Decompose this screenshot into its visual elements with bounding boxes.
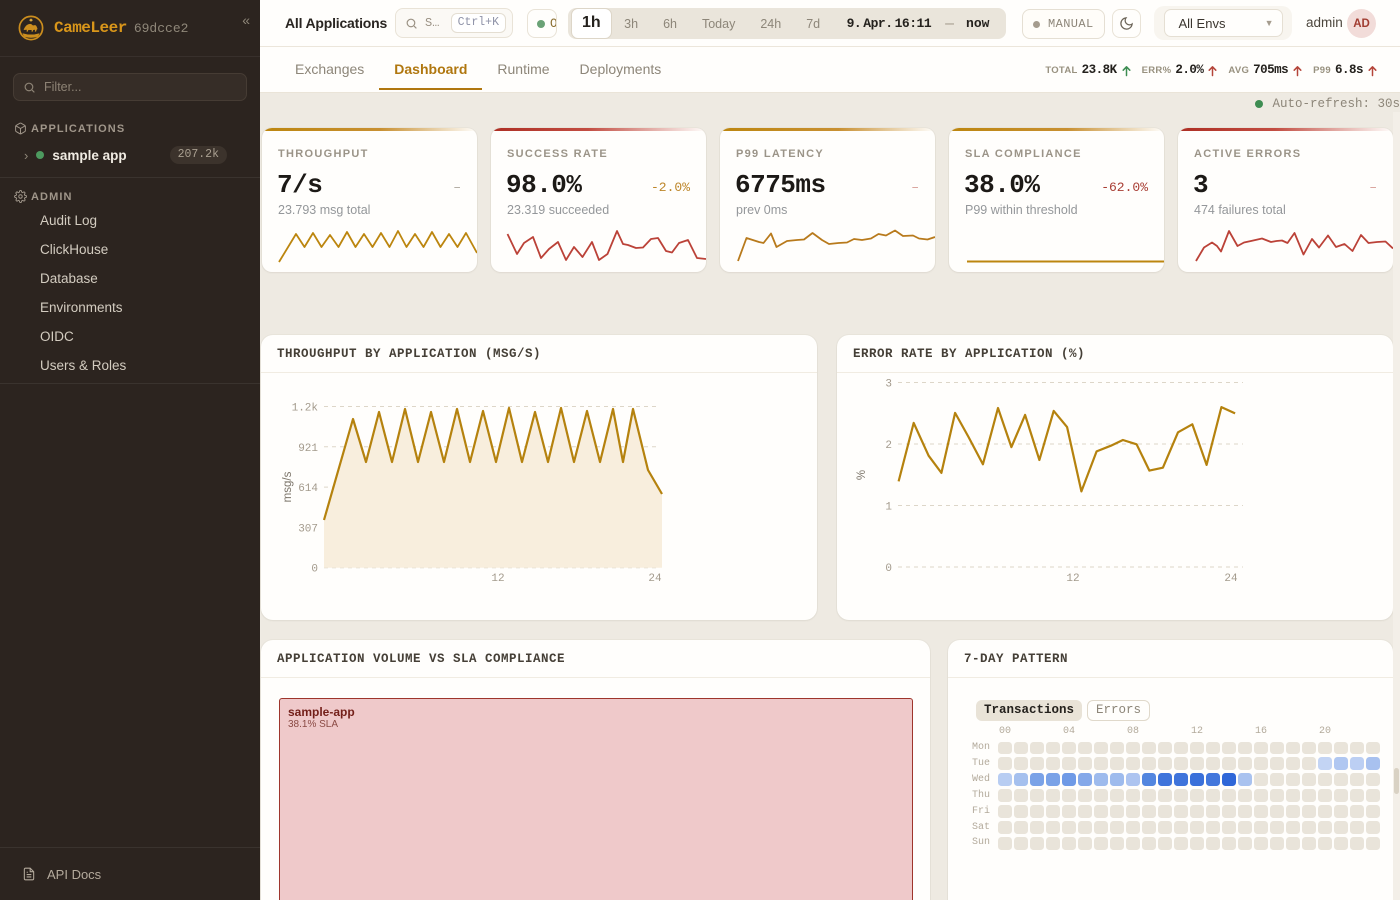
svg-text:%: % <box>856 470 868 480</box>
svg-text:24: 24 <box>648 573 662 585</box>
svg-text:614: 614 <box>298 483 318 495</box>
svg-text:0: 0 <box>311 564 318 576</box>
svg-text:921: 921 <box>298 443 318 455</box>
svg-text:0: 0 <box>885 563 892 575</box>
svg-text:msg/s: msg/s <box>282 471 294 502</box>
svg-text:12: 12 <box>1066 573 1079 585</box>
svg-text:3: 3 <box>885 379 892 391</box>
svg-text:307: 307 <box>298 523 318 535</box>
svg-text:24: 24 <box>1224 573 1238 585</box>
svg-text:1: 1 <box>885 502 892 514</box>
svg-text:1.2k: 1.2k <box>292 403 319 415</box>
svg-text:12: 12 <box>491 573 504 585</box>
svg-text:2: 2 <box>885 440 892 452</box>
